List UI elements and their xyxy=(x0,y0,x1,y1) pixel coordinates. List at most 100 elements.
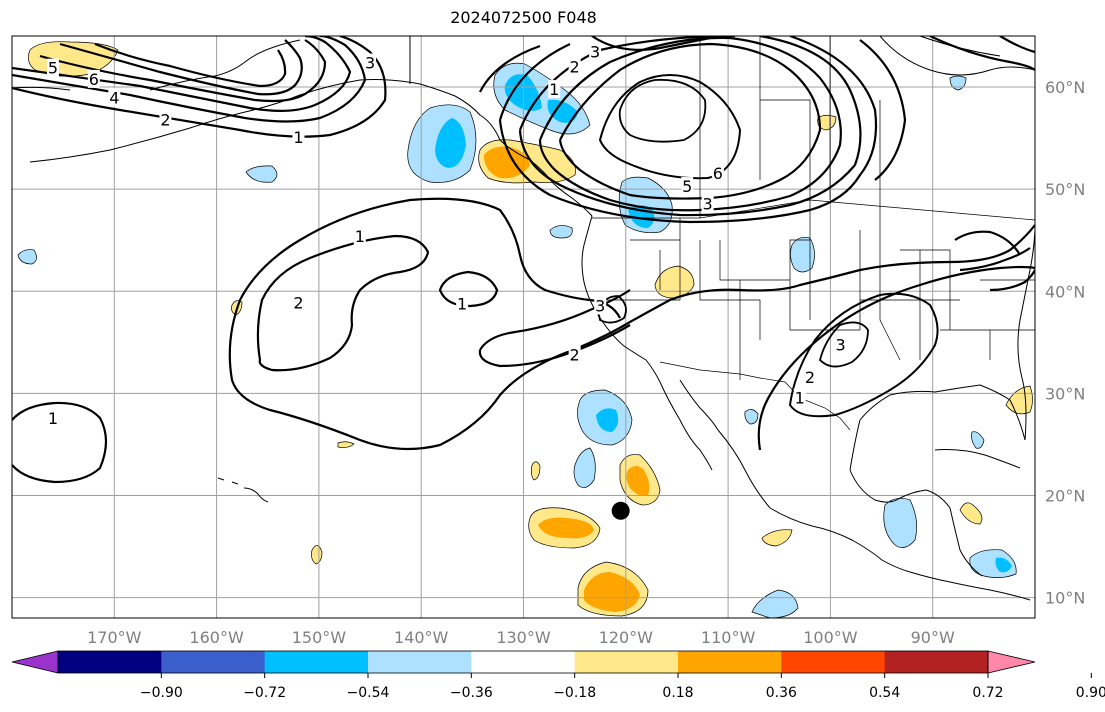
longitude-tick-label: 90°W xyxy=(911,628,955,647)
colorbar-swatch xyxy=(161,651,266,673)
colorbar-tick-label: 0.54 xyxy=(869,685,900,701)
longitude-tick-label: 100°W xyxy=(803,628,858,647)
contour-label: 2 xyxy=(293,293,303,312)
contour-label: 1 xyxy=(549,80,559,99)
anomaly-positive-east-pacific-1-core xyxy=(626,466,650,496)
anomaly-positive-small-7 xyxy=(337,441,355,448)
contour-label: 6 xyxy=(89,70,99,89)
coastline-cuba xyxy=(934,449,1021,469)
contour-label-background xyxy=(589,42,602,61)
contour-label: 6 xyxy=(713,164,723,183)
latitude-tick-label: 60°N xyxy=(1045,78,1085,97)
coastline-gulf xyxy=(849,384,1026,509)
colorbar-tick-label: 0.18 xyxy=(662,685,693,701)
contour-1-west xyxy=(12,401,108,484)
contour-label-background xyxy=(456,294,469,313)
contour-5-north xyxy=(59,39,303,96)
contour-label: 4 xyxy=(109,88,119,107)
anomaly-positive-mexico-small xyxy=(761,529,793,547)
contour-label: 2 xyxy=(570,346,580,365)
coastline-central-america xyxy=(909,507,1031,601)
contour-1-northeast xyxy=(929,36,1035,71)
longitude-tick-label: 110°W xyxy=(701,628,756,647)
contour-label: 3 xyxy=(703,194,713,213)
contour-label: 1 xyxy=(795,388,805,407)
latitude-tick-label: 50°N xyxy=(1045,180,1085,199)
coastline-mexico-west xyxy=(717,429,911,573)
anomaly-negative-small-3 xyxy=(17,249,37,265)
anomaly-positive-nevada xyxy=(654,265,695,299)
latitude-tick-label: 10°N xyxy=(1045,589,1085,608)
contour-label: 1 xyxy=(355,227,365,246)
contour-label-background xyxy=(711,163,724,182)
colorbar-frame xyxy=(57,650,989,674)
coastline-baja xyxy=(659,379,719,471)
anomaly-negative-colorado xyxy=(790,236,815,273)
contour-lines xyxy=(12,36,1035,484)
latitude-tick-labels: 60°N 50°N 40°N 30°N 20°N 10°N xyxy=(1045,78,1085,608)
colorbar-swatch xyxy=(471,651,576,673)
contour-3-north xyxy=(12,36,352,112)
longitude-tick-label: 120°W xyxy=(599,628,654,647)
longitude-tick-label: 170°W xyxy=(87,628,142,647)
contour-label-background xyxy=(548,80,561,99)
colorbar-swatch xyxy=(264,651,369,673)
contour-label-background xyxy=(364,53,377,72)
contour-label-background xyxy=(568,345,581,364)
colorbar-tick-label: −0.36 xyxy=(450,685,493,701)
contour-northeast-b xyxy=(999,36,1035,54)
contour-label-background xyxy=(803,368,816,387)
contour-label-background xyxy=(594,296,607,315)
colorbar-tick-label: 0.90 xyxy=(1076,685,1105,701)
anomaly-fills xyxy=(17,41,1033,618)
contour-label: 3 xyxy=(836,335,846,354)
anomaly-positive-east-pacific-2-core xyxy=(538,517,594,539)
coastline-hawaii xyxy=(217,477,269,503)
latitude-tick-label: 40°N xyxy=(1045,282,1085,301)
contour-2-north xyxy=(12,36,367,123)
anomaly-positive-caribbean-small xyxy=(959,502,983,525)
anomaly-negative-caribbean-core xyxy=(995,557,1012,573)
longitude-tick-label: 140°W xyxy=(394,628,449,647)
contour-3-mid xyxy=(597,295,627,324)
contour-label-background xyxy=(681,177,694,196)
contour-2-pacific-outer xyxy=(230,224,1035,451)
coastlines xyxy=(12,36,1035,601)
contour-label-background xyxy=(353,227,366,246)
contour-label-background xyxy=(46,58,59,77)
contour-label: 1 xyxy=(48,409,58,428)
contour-1-texas xyxy=(757,265,1035,451)
latitude-tick-label: 20°N xyxy=(1045,486,1085,505)
contour-1-canada xyxy=(598,74,742,180)
contour-ne-loops xyxy=(954,230,1035,292)
colorbar-swatch xyxy=(574,651,679,673)
location-marker-dot xyxy=(611,501,630,520)
colorbar-swatch xyxy=(781,651,886,673)
contour-label: 5 xyxy=(682,177,692,196)
contour-label-background xyxy=(292,293,305,312)
colorbar-min-extend xyxy=(11,650,59,674)
contour-2-mid xyxy=(479,289,631,351)
colorbar-swatch xyxy=(368,651,472,673)
map-title: 2024072500 F048 xyxy=(450,8,597,27)
anomaly-negative-gulf-alaska-core xyxy=(435,118,466,168)
contour-label-background xyxy=(108,88,121,107)
colorbar-tick-label: −0.90 xyxy=(140,685,183,701)
contour-label: 3 xyxy=(590,42,600,61)
contour-1-pacific xyxy=(228,197,621,381)
anomaly-negative-small-8 xyxy=(744,409,759,425)
contour-2-canada xyxy=(618,78,707,143)
longitude-tick-label: 160°W xyxy=(189,628,244,647)
colorbar-swatch xyxy=(884,651,989,673)
contour-label: 2 xyxy=(805,368,815,387)
anomaly-positive-small-5 xyxy=(530,461,541,481)
anomaly-negative-small-hudson xyxy=(949,75,967,91)
contour-label-background xyxy=(159,110,172,129)
contour-label: 1 xyxy=(293,128,303,147)
contour-label-background xyxy=(292,128,305,147)
contour-label-background xyxy=(87,69,100,88)
contour-label-background xyxy=(834,335,847,354)
anomaly-negative-baja-tail xyxy=(573,447,596,488)
